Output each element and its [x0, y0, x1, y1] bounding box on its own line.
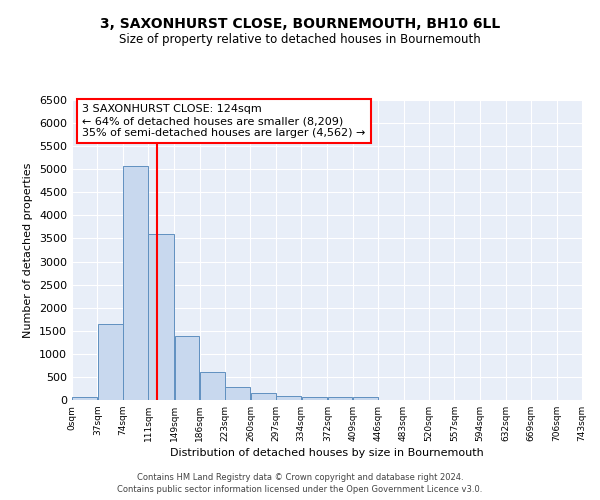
- Bar: [251, 393, 275, 400]
- Bar: [276, 396, 301, 400]
- Y-axis label: Number of detached properties: Number of detached properties: [23, 162, 34, 338]
- Bar: [353, 397, 378, 400]
- X-axis label: Distribution of detached houses by size in Bournemouth: Distribution of detached houses by size …: [170, 448, 484, 458]
- Text: Contains HM Land Registry data © Crown copyright and database right 2024.: Contains HM Land Registry data © Crown c…: [137, 472, 463, 482]
- Bar: [148, 234, 174, 400]
- Bar: [175, 336, 199, 400]
- Bar: [98, 324, 122, 400]
- Text: Size of property relative to detached houses in Bournemouth: Size of property relative to detached ho…: [119, 32, 481, 46]
- Bar: [72, 396, 97, 400]
- Text: 3, SAXONHURST CLOSE, BOURNEMOUTH, BH10 6LL: 3, SAXONHURST CLOSE, BOURNEMOUTH, BH10 6…: [100, 18, 500, 32]
- Bar: [226, 386, 250, 400]
- Bar: [328, 398, 352, 400]
- Bar: [123, 166, 148, 400]
- Text: Contains public sector information licensed under the Open Government Licence v3: Contains public sector information licen…: [118, 485, 482, 494]
- Text: 3 SAXONHURST CLOSE: 124sqm
← 64% of detached houses are smaller (8,209)
35% of s: 3 SAXONHURST CLOSE: 124sqm ← 64% of deta…: [82, 104, 365, 138]
- Bar: [200, 372, 225, 400]
- Bar: [302, 397, 327, 400]
